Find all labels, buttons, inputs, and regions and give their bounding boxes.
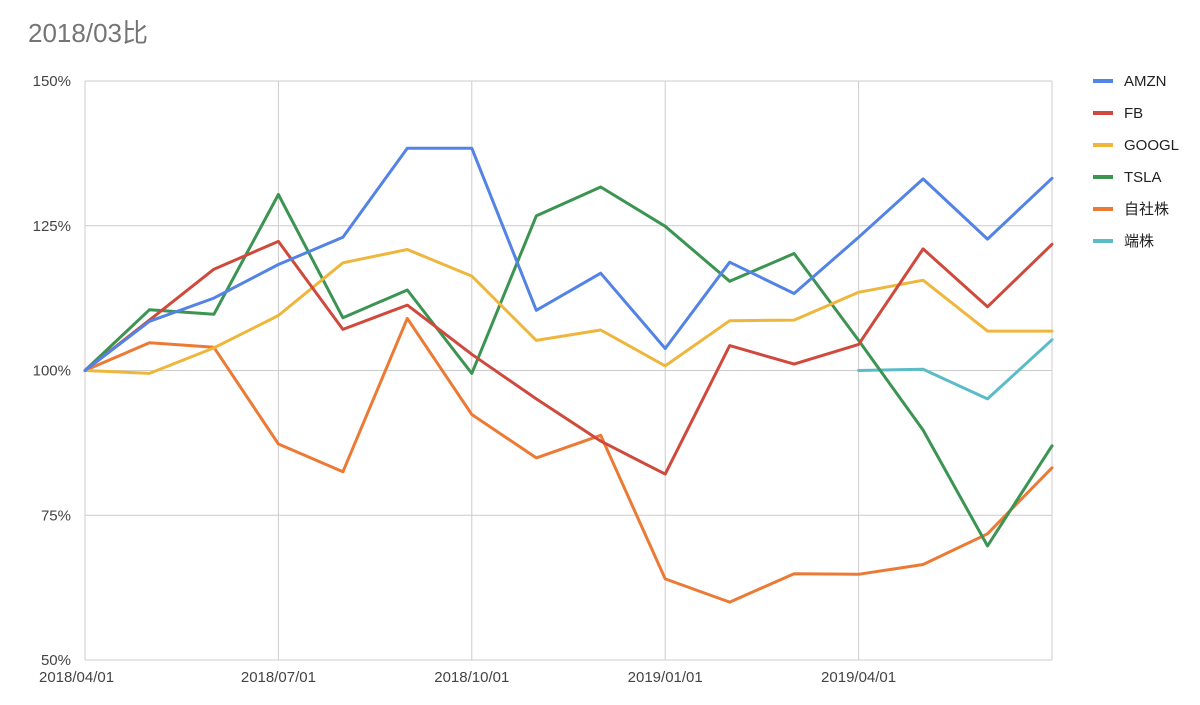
legend-label: 端株 bbox=[1124, 233, 1154, 250]
x-tick-label: 2018/04/01 bbox=[39, 669, 114, 686]
y-tick-label: 125% bbox=[33, 218, 71, 235]
series-line-AMZN bbox=[83, 146, 1054, 372]
y-tick-label: 50% bbox=[41, 652, 71, 669]
y-tick-label: 75% bbox=[41, 507, 71, 524]
series-line-端株 bbox=[857, 338, 1054, 401]
legend-label: 自社株 bbox=[1124, 201, 1169, 218]
x-tick-label: 2018/07/01 bbox=[241, 669, 316, 686]
series-lines bbox=[83, 146, 1054, 604]
series-line-FB bbox=[83, 239, 1054, 476]
series-line-自社株 bbox=[83, 316, 1054, 604]
legend-label: TSLA bbox=[1124, 169, 1162, 186]
y-tick-label: 150% bbox=[33, 73, 71, 90]
y-tick-label: 100% bbox=[33, 363, 71, 380]
x-tick-label: 2018/10/01 bbox=[434, 669, 509, 686]
series-line-GOOGL bbox=[83, 248, 1054, 375]
chart-title: 2018/03比 bbox=[28, 18, 148, 48]
series-line-TSLA bbox=[83, 185, 1054, 548]
legend-label: GOOGL bbox=[1124, 137, 1179, 154]
legend-label: FB bbox=[1124, 105, 1143, 122]
x-axis-labels: 2018/04/01 2018/07/01 2018/10/01 2019/01/01… bbox=[39, 669, 896, 686]
x-tick-label: 2019/01/01 bbox=[628, 669, 703, 686]
y-axis-labels: 50% 75% 100% 125% 150% bbox=[33, 73, 71, 669]
legend-label: AMZN bbox=[1124, 73, 1167, 90]
x-tick-label: 2019/04/01 bbox=[821, 669, 896, 686]
